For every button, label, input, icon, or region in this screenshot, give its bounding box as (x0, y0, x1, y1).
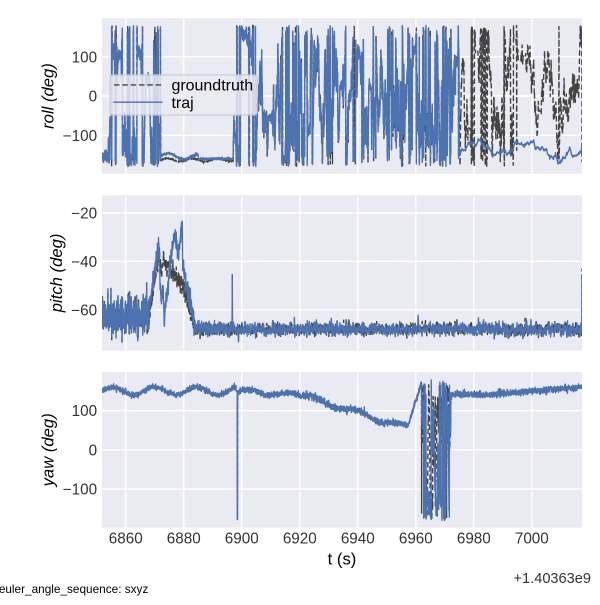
svg-text:−40: −40 (71, 254, 97, 271)
svg-text:6860: 6860 (109, 530, 143, 547)
svg-text:pitch (deg): pitch (deg) (47, 234, 66, 314)
svg-text:6960: 6960 (399, 530, 433, 547)
svg-text:euler_angle_sequence: sxyz: euler_angle_sequence: sxyz (0, 582, 148, 596)
svg-text:6940: 6940 (341, 530, 375, 547)
svg-text:0: 0 (89, 89, 98, 106)
svg-text:groundtruth: groundtruth (171, 77, 253, 94)
svg-text:6980: 6980 (457, 530, 491, 547)
svg-text:traj: traj (171, 95, 193, 112)
svg-text:−100: −100 (63, 128, 97, 145)
svg-text:6920: 6920 (283, 530, 317, 547)
svg-text:6900: 6900 (225, 530, 259, 547)
svg-text:6880: 6880 (167, 530, 201, 547)
svg-text:t (s): t (s) (328, 549, 357, 568)
svg-text:0: 0 (89, 442, 98, 459)
svg-text:+1.40363e9: +1.40363e9 (514, 571, 591, 587)
svg-text:−100: −100 (63, 482, 97, 499)
svg-text:yaw (deg): yaw (deg) (39, 413, 58, 487)
svg-text:roll (deg): roll (deg) (39, 63, 58, 129)
svg-text:100: 100 (72, 49, 97, 66)
svg-text:−60: −60 (71, 302, 97, 319)
svg-text:−20: −20 (71, 206, 97, 223)
svg-text:7000: 7000 (515, 530, 549, 547)
svg-text:100: 100 (72, 403, 97, 420)
